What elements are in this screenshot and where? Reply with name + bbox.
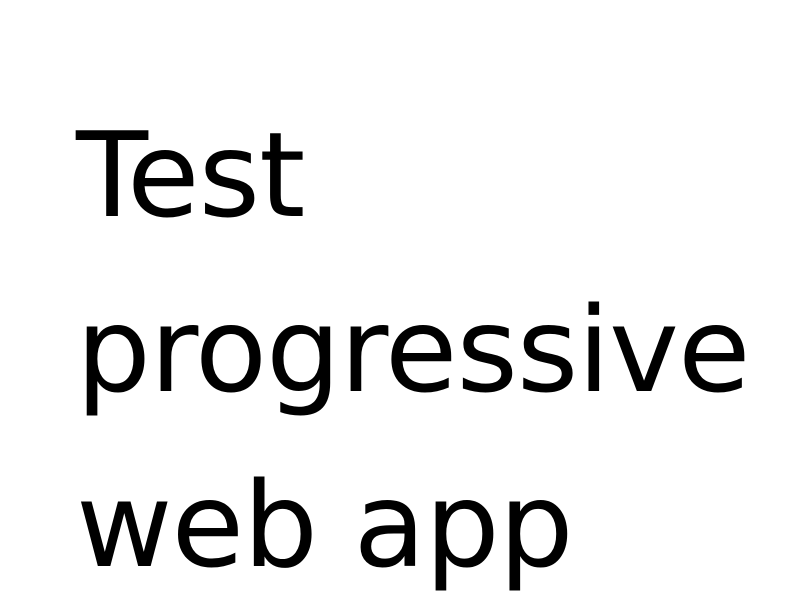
page-title: Test progressive web app (76, 88, 751, 600)
title-line-3: web app (76, 456, 574, 594)
title-line-1: Test (76, 106, 305, 244)
title-line-2: progressive (76, 281, 751, 419)
